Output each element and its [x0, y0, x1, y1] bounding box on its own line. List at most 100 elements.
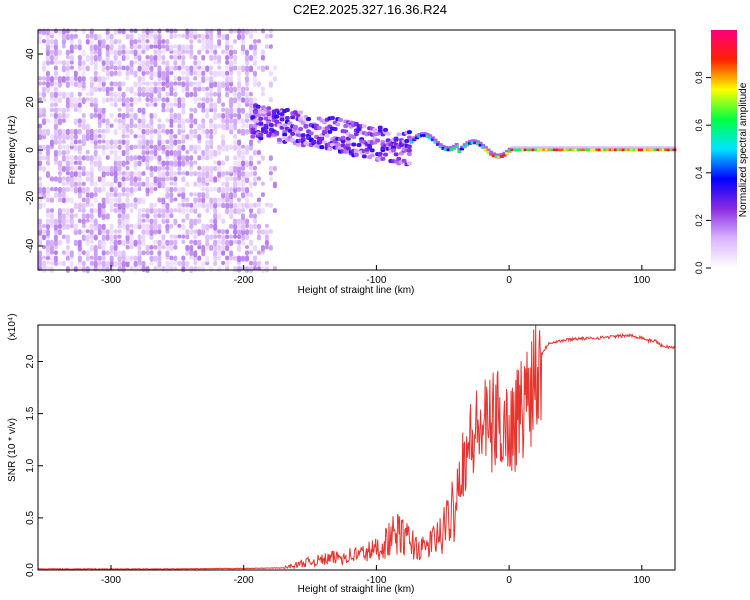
heatmap-cell	[659, 148, 664, 152]
heatmap-cell	[181, 197, 186, 203]
heatmap-cell	[319, 145, 325, 150]
heatmap-cell	[161, 234, 166, 241]
heatmap-cell	[101, 165, 106, 172]
heatmap-cell	[41, 118, 46, 126]
heatmap-cell	[137, 139, 142, 146]
heatmap-cell	[165, 239, 170, 246]
heatmap-cell	[209, 223, 214, 229]
heatmap-cell	[173, 234, 178, 239]
heatmap-cell	[197, 139, 202, 144]
heatmap-cell	[149, 28, 154, 34]
heatmap-cell	[97, 245, 102, 250]
heatmap-cell	[225, 155, 230, 162]
heatmap-cell	[221, 218, 226, 224]
heatmap-cell	[197, 181, 202, 188]
heatmap-cell	[145, 70, 150, 75]
heatmap-cell	[145, 81, 150, 87]
heatmap-cell	[189, 107, 194, 112]
heatmap-cell	[205, 176, 210, 184]
heatmap-cell	[157, 144, 162, 151]
heatmap-cell	[89, 208, 94, 214]
heatmap-cell	[201, 155, 206, 161]
x-tick-label: 100	[633, 275, 650, 286]
heatmap-cell	[217, 144, 222, 150]
heatmap-cell	[250, 134, 256, 139]
heatmap-cell	[201, 192, 206, 199]
heatmap-cell	[197, 266, 202, 272]
heatmap-cell	[105, 28, 110, 35]
heatmap-cell	[121, 128, 126, 135]
heatmap-cell	[117, 65, 122, 71]
heatmap-cell	[217, 86, 222, 93]
heatmap-cell	[169, 160, 174, 167]
heatmap-cell	[249, 102, 254, 109]
heatmap-cell	[217, 91, 222, 98]
heatmap-cell	[249, 139, 254, 146]
heatmap-cell	[125, 144, 130, 152]
heatmap-cell	[81, 229, 86, 234]
heatmap-cell	[161, 70, 166, 78]
heatmap-cell	[157, 171, 162, 178]
heatmap-cell	[404, 138, 410, 143]
heatmap-cell	[185, 160, 190, 166]
heatmap-cell	[197, 176, 202, 183]
heatmap-cell	[221, 171, 226, 178]
heatmap-cell	[141, 44, 146, 51]
heatmap-cell	[213, 202, 218, 209]
heatmap-cell	[205, 28, 210, 35]
heatmap-cell	[113, 128, 118, 136]
heatmap-cell	[201, 123, 206, 129]
heatmap-cell	[237, 91, 242, 99]
heatmap-cell	[73, 229, 78, 236]
heatmap-cell	[391, 148, 397, 153]
heatmap-cell	[161, 160, 166, 167]
heatmap-cell	[113, 239, 118, 247]
heatmap-cell	[169, 176, 174, 181]
heatmap-cell	[45, 239, 50, 247]
heatmap-cell	[249, 223, 254, 231]
heatmap-cell	[149, 134, 154, 140]
heatmap-cell	[177, 150, 182, 157]
heatmap-cell	[205, 223, 210, 231]
heatmap-cell	[213, 176, 218, 183]
heatmap-cell	[53, 107, 58, 114]
heatmap-cell	[65, 223, 70, 230]
heatmap-cell	[129, 245, 134, 250]
heatmap-cell	[252, 76, 257, 83]
heatmap-cell	[73, 33, 78, 39]
heatmap-cell	[249, 144, 254, 151]
heatmap-cell	[141, 113, 146, 119]
heatmap-cell	[141, 229, 146, 235]
heatmap-cells	[38, 28, 677, 274]
heatmap-cell	[113, 186, 118, 194]
heatmap-cell	[643, 148, 648, 152]
heatmap-cell	[85, 192, 90, 198]
heatmap-cell	[256, 81, 261, 87]
heatmap-cell	[213, 197, 218, 204]
heatmap-cell	[153, 202, 158, 208]
heatmap-cell	[260, 155, 265, 161]
heatmap-cell	[117, 81, 122, 88]
heatmap-cell	[252, 39, 257, 44]
heatmap-cell	[205, 91, 210, 98]
heatmap-cell	[77, 65, 82, 72]
heatmap-cell	[502, 153, 507, 157]
heatmap-cell	[547, 148, 552, 152]
heatmap-cell	[145, 33, 150, 39]
heatmap-cell	[57, 197, 62, 203]
heatmap-cell	[345, 139, 351, 144]
heatmap-cell	[65, 155, 70, 160]
heatmap-cell	[290, 137, 296, 142]
heatmap-cell	[213, 260, 218, 267]
heatmap-cell	[105, 213, 110, 220]
heatmap-cell	[189, 28, 194, 35]
x-tick-label: -100	[366, 575, 386, 586]
heatmap-cell	[121, 213, 126, 221]
heatmap-cell	[481, 146, 486, 149]
heatmap-cell	[125, 76, 130, 81]
heatmap-cell	[161, 171, 166, 179]
heatmap-cell	[181, 81, 186, 88]
heatmap-cell	[177, 155, 182, 161]
heatmap-cell	[229, 202, 234, 209]
heatmap-cell	[101, 245, 106, 251]
